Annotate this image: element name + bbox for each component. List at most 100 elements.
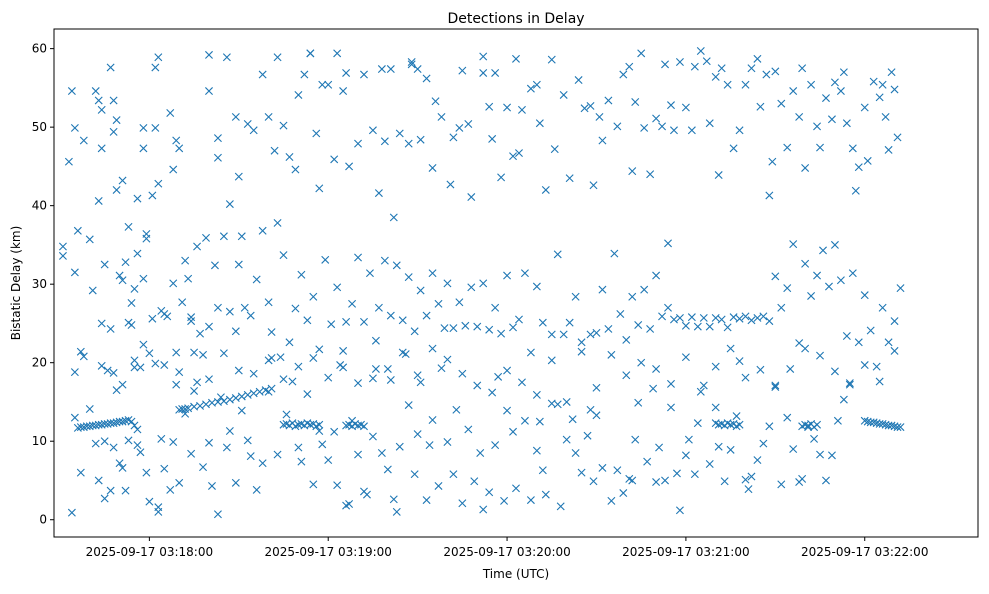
data-point [652,478,661,487]
data-point [681,103,690,112]
data-point [213,510,222,519]
data-point [294,362,303,371]
x-tick-label: 2025-09-17 03:22:00 [801,545,928,559]
data-point [264,298,273,307]
data-point [237,392,246,401]
data-point [410,327,419,336]
points-layer [58,46,905,519]
data-point [309,480,318,489]
data-point [830,367,839,376]
data-point [592,411,601,420]
data-point [655,443,664,452]
data-point [664,303,673,312]
data-point [70,123,79,132]
data-point [598,463,607,472]
data-point [219,397,228,406]
data-point [151,123,160,132]
data-point [437,364,446,373]
data-point [291,165,300,174]
data-point [252,275,261,284]
data-point [342,317,351,326]
data-point [503,103,512,112]
data-point [470,477,479,486]
data-point [830,240,839,249]
data-point [115,459,124,468]
data-point [741,312,750,321]
x-tick-label: 2025-09-17 03:18:00 [86,545,213,559]
data-point [667,403,675,412]
data-point [64,157,73,166]
data-point [845,379,854,388]
data-point [309,353,318,362]
data-point [863,156,872,165]
data-point [422,74,431,83]
data-point [735,357,744,366]
data-point [664,239,673,248]
data-point [622,335,631,344]
data-point [535,119,544,128]
data-point [547,55,556,64]
data-point [133,249,142,258]
data-point [127,299,136,308]
data-point [425,441,434,450]
data-point [258,459,267,468]
data-point [276,353,285,362]
data-point [345,500,354,509]
data-point [267,328,276,337]
data-point [216,393,225,402]
data-point [702,57,711,66]
data-point [285,152,294,161]
data-point [413,371,422,380]
data-point [354,139,363,148]
data-point [359,70,368,79]
data-point [717,315,726,324]
data-point [67,508,76,517]
data-point [810,434,819,443]
data-point [219,232,228,241]
data-point [610,249,619,258]
data-point [97,144,106,153]
data-point [85,405,94,414]
data-point [890,85,899,94]
data-point [294,90,303,99]
data-point [744,485,753,494]
data-point [222,443,231,452]
data-point [789,87,798,96]
data-point [541,185,550,194]
data-point [628,476,637,485]
data-point [851,186,860,195]
data-point [705,322,714,331]
data-point [512,54,520,63]
data-point [133,441,142,450]
data-point [193,242,202,251]
data-point [428,416,437,424]
data-point [94,476,103,485]
data-point [753,54,762,63]
data-point [315,427,324,435]
data-point [166,109,175,118]
data-point [675,313,684,322]
data-point [878,80,887,89]
data-point [100,437,109,446]
data-point [765,191,774,200]
data-point [452,405,461,414]
data-point [264,112,273,121]
data-point [213,134,222,143]
data-point [133,425,142,434]
data-point [199,350,208,359]
data-point [884,338,893,347]
data-point [386,311,395,320]
data-point [598,285,607,294]
data-point [643,457,652,466]
data-point [428,344,437,353]
data-point [652,364,661,373]
data-point [661,476,670,485]
data-point [652,271,661,280]
data-point [330,155,339,164]
data-point [681,353,690,362]
data-point [404,139,413,148]
data-point [553,250,562,259]
data-point [422,311,431,320]
data-point [696,387,705,396]
